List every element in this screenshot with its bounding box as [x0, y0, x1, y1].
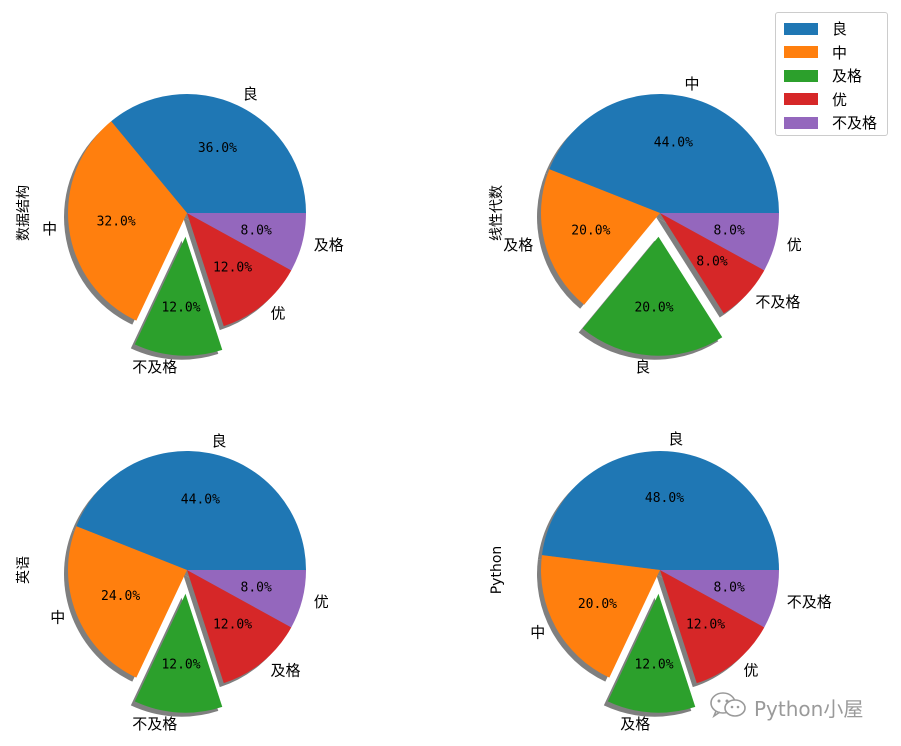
slice-label: 良 [668, 430, 683, 448]
pie-slice [541, 169, 660, 305]
slice-percent-label: 12.0% [161, 658, 200, 673]
watermark: Python小屋 [708, 690, 863, 725]
legend-item: 中 [784, 41, 887, 65]
slice-percent-label: 48.0% [645, 491, 684, 506]
pie-ylabel: 英语 [15, 556, 32, 584]
legend: 良 中 及格 优 不及格 [775, 12, 888, 136]
legend-item: 良 [784, 17, 887, 41]
legend-label: 中 [832, 43, 848, 62]
pie-slice [549, 94, 779, 213]
pie-slice [660, 570, 765, 684]
pie-chart: 中 44.0% 及格 20.0% 良 20.0% 不及格 8.0% 优 8.0% 线性代数 [489, 75, 802, 376]
pie-chart: 良 36.0% 中 32.0% 不及格 12.0% 优 12.0% 及格 8.0% 数据结构 [16, 85, 344, 376]
pie-slice [76, 451, 306, 570]
legend-swatch [784, 69, 818, 82]
slice-label: 不及格 [787, 593, 832, 611]
pie-slice [660, 570, 779, 628]
slice-percent-label: 24.0% [101, 589, 140, 604]
slice-label: 优 [314, 593, 329, 611]
slice-percent-label: 8.0% [714, 223, 745, 238]
watermark-text: Python小屋 [754, 697, 864, 721]
pie-slice [67, 526, 187, 678]
pie-ylabel: 线性代数 [489, 185, 505, 241]
slice-label: 不及格 [132, 358, 177, 376]
pie-chart: 良 44.0% 中 24.0% 不及格 12.0% 及格 12.0% 优 8.0% 英语 [15, 432, 329, 733]
pie-slice [68, 121, 187, 321]
pie-slice [607, 593, 696, 713]
slice-percent-label: 20.0% [634, 301, 673, 316]
slice-label: 优 [787, 236, 802, 254]
wechat-icon [708, 690, 748, 725]
slice-label: 不及格 [755, 293, 800, 311]
pie-slice [187, 213, 292, 327]
slice-label: 良 [212, 432, 227, 450]
legend-label: 良 [832, 20, 848, 39]
slice-percent-label: 44.0% [181, 492, 220, 507]
legend-swatch [784, 46, 818, 59]
slice-percent-label: 44.0% [654, 135, 693, 150]
legend-item: 优 [784, 88, 887, 112]
slice-label: 及格 [270, 661, 300, 679]
pie-slice [660, 213, 765, 314]
slice-label: 中 [530, 624, 545, 642]
pie-slice [187, 570, 306, 628]
slice-label: 优 [270, 304, 285, 322]
pie-slice [541, 555, 660, 678]
slice-label: 中 [50, 609, 65, 627]
legend-label: 优 [832, 90, 848, 109]
slice-percent-label: 12.0% [686, 618, 725, 633]
legend-swatch [784, 93, 818, 106]
legend-label: 及格 [832, 67, 863, 86]
slice-label: 中 [42, 220, 57, 238]
slice-label: 良 [243, 85, 258, 103]
pie-ylabel: 数据结构 [16, 185, 32, 241]
slice-percent-label: 12.0% [213, 261, 252, 276]
legend-swatch [784, 116, 818, 129]
slice-percent-label: 8.0% [696, 254, 727, 269]
pie-slice [187, 570, 292, 684]
slice-percent-label: 12.0% [634, 658, 673, 673]
slice-label: 及格 [620, 715, 650, 733]
legend-item: 及格 [784, 64, 887, 88]
slice-percent-label: 8.0% [241, 223, 272, 238]
slice-percent-label: 12.0% [161, 301, 200, 316]
pie-slice [134, 236, 223, 356]
slice-percent-label: 12.0% [213, 618, 252, 633]
pie-chart: 良 48.0% 中 20.0% 及格 12.0% 优 12.0% 不及格 8.0% Python [489, 430, 832, 733]
slice-percent-label: 8.0% [241, 580, 272, 595]
slice-percent-label: 8.0% [714, 580, 745, 595]
legend-swatch [784, 22, 818, 35]
pie-slice [111, 93, 306, 213]
legend-label: 不及格 [832, 114, 878, 133]
slice-label: 及格 [314, 236, 344, 254]
slice-label: 优 [743, 661, 758, 679]
pie-slice [187, 213, 306, 271]
slice-percent-label: 20.0% [571, 223, 610, 238]
pie-slice [582, 236, 723, 356]
pie-slice [541, 450, 779, 570]
slice-label: 及格 [503, 236, 533, 254]
pie-ylabel: Python [489, 546, 505, 595]
slice-percent-label: 32.0% [97, 214, 136, 229]
slice-label: 不及格 [132, 715, 177, 733]
legend-item: 不及格 [784, 111, 887, 135]
slice-label: 良 [635, 358, 650, 376]
slice-percent-label: 20.0% [578, 597, 617, 612]
slice-label: 中 [685, 75, 700, 93]
pie-slice [660, 213, 779, 271]
slice-percent-label: 36.0% [198, 141, 237, 156]
pie-slice [134, 593, 223, 713]
